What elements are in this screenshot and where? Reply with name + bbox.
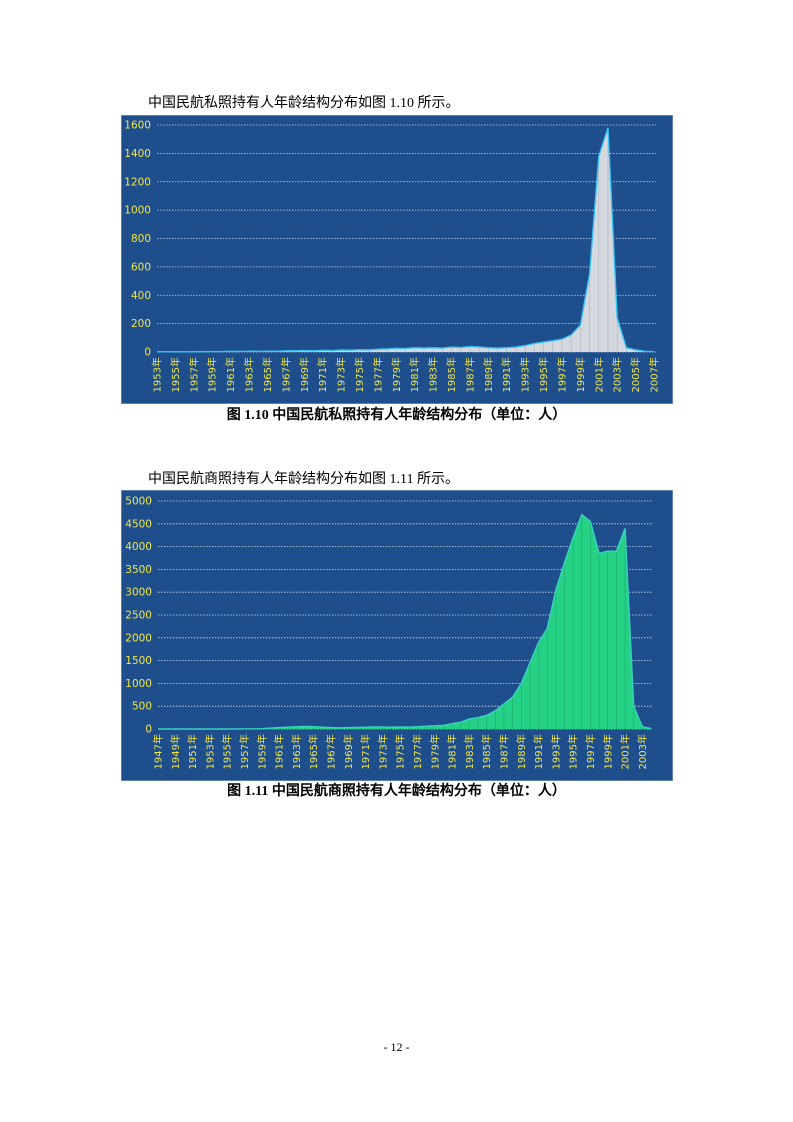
chart-2-x-tick-label: 1959年	[255, 734, 268, 769]
chart-2-svg: 0 500 1000 1500 2000 2500 3000 3500 4000 4500 5000…	[121, 490, 673, 781]
chart-2-x-tick-label: 1995年	[567, 734, 580, 769]
chart-1-svg: 0 200 400 600 800 1000 1200 1400 1600 1953年 1955年 1…	[121, 115, 673, 404]
chart-1-y-tick-label: 600	[131, 261, 151, 273]
chart-1-x-tick-label: 1961年	[224, 357, 237, 392]
figure-caption-1-10: 图 1.10 中国民航私照持有人年龄结构分布（单位：人）	[226, 408, 567, 423]
chart-1-y-tick-label: 1000	[124, 205, 151, 217]
chart-2-x-tick-label: 1989年	[515, 734, 528, 769]
chart-1-x-tick-label: 1995年	[537, 357, 550, 392]
chart-2-x-tick-label: 1987年	[497, 734, 510, 769]
chart-1-x-tick-label: 1997年	[555, 357, 568, 392]
chart-1-x-tick-label: 1983年	[427, 357, 440, 392]
chart-2-x-tick-label: 1951年	[186, 734, 199, 769]
chart-1-y-tick-label: 1200	[124, 176, 151, 188]
chart-1-background	[121, 115, 673, 404]
chart-2-x-tick-label: 1957年	[238, 734, 251, 769]
chart-1-x-tick-label: 1963年	[243, 357, 256, 392]
chart-2-y-tick-label: 2000	[125, 632, 152, 644]
chart-1-x-tick-label: 1955年	[169, 357, 182, 392]
chart-1-x-tick-label: 1975年	[353, 357, 366, 392]
chart-1-x-tick-label: 2007年	[648, 357, 661, 392]
chart-2-y-tick-label: 1000	[125, 678, 152, 690]
chart-2-x-tick-label: 2003年	[636, 734, 649, 769]
chart-2-x-tick-label: 1991年	[532, 734, 545, 769]
chart-1-x-tick-label: 1957年	[187, 357, 200, 392]
chart-2-x-tick-label: 1953年	[203, 734, 216, 769]
chart-1-x-tick-label: 1965年	[261, 357, 274, 392]
chart-1-x-tick-label: 1953年	[151, 357, 164, 392]
chart-2-x-tick-label: 1981年	[446, 734, 459, 769]
chart-1-y-tick-label: 1600	[124, 120, 151, 132]
chart-1-x-tick-label: 1959年	[206, 357, 219, 392]
figure-caption-1-11: 图 1.11 中国民航商照持有人年龄结构分布（单位：人）	[227, 784, 566, 799]
chart-2-y-tick-label: 1500	[125, 655, 152, 667]
chart-2-x-tick-label: 1949年	[169, 734, 182, 769]
chart-1-x-tick-label: 1987年	[463, 357, 476, 392]
chart-1-x-tick-label: 1993年	[519, 357, 532, 392]
chart-2-x-tick-label: 2001年	[619, 734, 632, 769]
chart-1-x-tick-label: 1973年	[335, 357, 348, 392]
paragraph-figure-1-10: 中国民航私照持有人年龄结构分布如图 1.10 所示。	[148, 96, 460, 111]
chart-2-y-tick-label: 500	[132, 701, 152, 713]
chart-2-x-tick-label: 1983年	[463, 734, 476, 769]
chart-1-x-tick-label: 1967年	[279, 357, 292, 392]
chart-1-y-tick-label: 200	[131, 318, 151, 330]
chart-1-y-tick-label: 400	[131, 290, 151, 302]
chart-1-x-tick-label: 1977年	[371, 357, 384, 392]
chart-1-x-tick-label: 1985年	[445, 357, 458, 392]
chart-2-y-tick-label: 4000	[125, 541, 152, 553]
chart-1-y-tick-label: 1400	[124, 148, 151, 160]
chart-2-x-tick-label: 1997年	[584, 734, 597, 769]
chart-2-area	[158, 514, 651, 729]
chart-1-x-tick-label: 1971年	[316, 357, 329, 392]
chart-private-license-age: 0 200 400 600 800 1000 1200 1400 1600 1953年 1955年 1…	[121, 115, 673, 404]
chart-2-x-tick-label: 1961年	[273, 734, 286, 769]
chart-1-series-line	[156, 127, 655, 353]
chart-2-x-tick-label: 1947年	[152, 734, 165, 769]
paragraph-figure-1-11: 中国民航商照持有人年龄结构分布如图 1.11 所示。	[148, 472, 459, 487]
chart-2-y-tick-label: 3500	[125, 564, 152, 576]
chart-2-x-tick-label: 1955年	[221, 734, 234, 769]
chart-2-x-tick-label: 1999年	[601, 734, 614, 769]
chart-1-y-tick-label: 0	[144, 347, 151, 359]
chart-1-x-tick-label: 1991年	[500, 357, 513, 392]
chart-1-x-tick-label: 1981年	[408, 357, 421, 392]
chart-2-x-tick-label: 1985年	[480, 734, 493, 769]
chart-2-x-tick-label: 1965年	[307, 734, 320, 769]
chart-2-y-tick-label: 5000	[125, 496, 152, 508]
chart-2-y-tick-label: 2500	[125, 610, 152, 622]
chart-2-x-tick-label: 1993年	[549, 734, 562, 769]
chart-2-y-tick-label: 3000	[125, 587, 152, 599]
chart-1-x-tick-label: 1999年	[574, 357, 587, 392]
chart-1-area	[157, 127, 654, 352]
chart-1-x-tick-label: 2001年	[592, 357, 605, 392]
chart-2-x-tick-label: 1969年	[342, 734, 355, 769]
chart-2-x-tick-label: 1977年	[411, 734, 424, 769]
chart-1-x-tick-label: 1969年	[298, 357, 311, 392]
chart-2-x-tick-label: 1967年	[324, 734, 337, 769]
chart-2-x-tick-label: 1971年	[359, 734, 372, 769]
chart-1-x-tick-label: 1979年	[390, 357, 403, 392]
chart-1-x-tick-label: 2005年	[629, 357, 642, 392]
page-number: - 12 -	[383, 1040, 410, 1054]
chart-1-x-tick-label: 1989年	[482, 357, 495, 392]
chart-commercial-license-age: 0 500 1000 1500 2000 2500 3000 3500 4000 4500 5000…	[121, 490, 673, 781]
chart-2-y-tick-label: 0	[145, 724, 152, 736]
chart-2-x-tick-label: 1975年	[394, 734, 407, 769]
chart-1-x-tick-label: 2003年	[611, 357, 624, 392]
chart-1-y-tick-label: 800	[131, 233, 151, 245]
chart-2-x-tick-label: 1973年	[376, 734, 389, 769]
chart-2-y-tick-label: 4500	[125, 518, 152, 530]
chart-2-x-tick-label: 1979年	[428, 734, 441, 769]
chart-2-x-tick-label: 1963年	[290, 734, 303, 769]
chart-2-series-line	[158, 513, 652, 730]
